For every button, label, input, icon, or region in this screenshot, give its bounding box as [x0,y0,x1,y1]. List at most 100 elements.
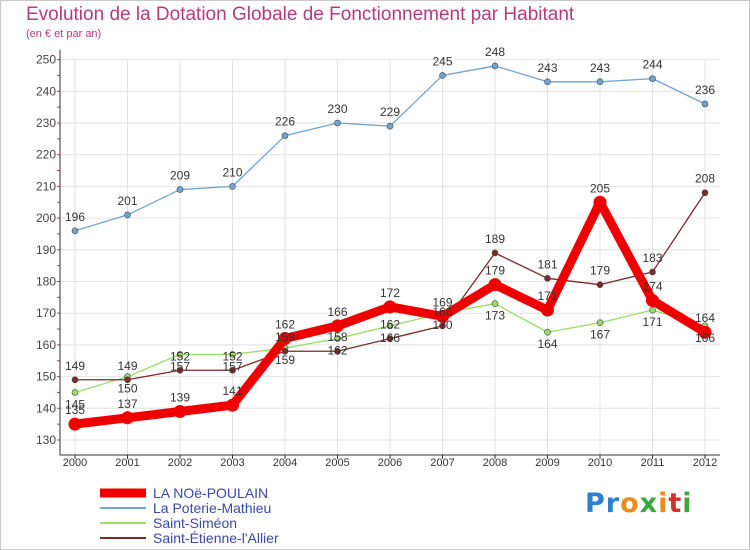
data-point [281,347,289,355]
y-tick-label: 210 [36,179,56,193]
data-point [386,322,394,330]
data-label: 208 [695,172,715,186]
x-tick-label: 2000 [63,457,87,469]
data-point [334,119,341,127]
data-label: 209 [170,169,190,183]
data-label: 196 [65,210,85,224]
data-label: 158 [327,330,347,344]
data-point [121,411,134,425]
data-label: 135 [65,403,85,417]
y-tick-label: 190 [36,243,56,257]
data-label: 226 [275,115,295,129]
data-point [124,211,131,219]
x-tick-label: 2010 [588,457,612,469]
data-point [176,351,184,358]
y-tick-label: 160 [36,338,56,352]
logo-letter: i [658,488,669,519]
data-label: 236 [695,83,715,97]
data-point [439,322,446,330]
data-point [173,404,187,418]
data-point [383,300,397,314]
data-point [649,306,656,314]
y-tick-label: 230 [36,116,56,130]
data-point [334,347,341,355]
data-point [124,376,131,384]
data-label: 166 [327,305,347,319]
data-label: 152 [222,349,242,363]
data-label: 149 [65,359,85,373]
data-point [649,75,656,82]
data-label: 181 [537,257,557,271]
data-label: 166 [380,331,400,345]
data-point [229,366,236,374]
logo-letter: x [639,488,659,519]
data-label: 171 [537,289,557,303]
data-point [491,300,499,307]
data-label: 166 [695,331,715,345]
data-label: 173 [485,309,505,323]
data-label: 171 [642,315,662,329]
x-tick-label: 2001 [115,457,139,469]
data-point [229,183,236,190]
x-tick-label: 2003 [220,457,244,469]
data-label: 243 [537,61,557,75]
data-label: 243 [590,61,610,75]
y-tick-label: 240 [36,84,56,98]
data-point [596,78,604,86]
data-point [649,268,656,276]
legend-label: LA NOë-POULAIN [153,485,268,501]
data-point [646,294,659,308]
data-label: 159 [275,353,295,367]
data-label: 164 [537,337,557,351]
data-point [71,389,79,396]
data-label: 179 [590,264,610,278]
x-tick-label: 2004 [273,457,297,469]
data-point [596,319,604,327]
logo-letter: o [620,488,640,519]
data-point [436,309,449,323]
data-label: 141 [222,384,242,398]
data-point [541,303,554,317]
data-point [334,335,341,342]
data-label: 145 [65,397,85,411]
data-label: 166 [432,305,452,319]
data-point [226,398,239,412]
data-label: 183 [642,251,662,265]
legend-label: La Poterie-Mathieu [153,500,271,516]
data-label: 230 [327,102,347,116]
x-tick-label: 2007 [430,457,454,469]
y-tick-label: 250 [36,53,56,67]
x-tick-label: 2005 [325,457,349,469]
data-label: 169 [432,295,452,309]
data-label: 158 [275,330,295,344]
data-label: 149 [117,359,137,373]
data-point [544,275,551,282]
data-label: 245 [432,54,452,68]
data-point [596,281,604,288]
data-point [544,78,551,86]
data-label: 172 [380,286,400,300]
data-label: 244 [642,58,662,72]
data-point [544,328,551,336]
data-point [491,62,499,70]
x-tick-label: 2008 [483,457,507,469]
data-label: 139 [170,390,190,404]
data-label: 174 [642,280,662,294]
data-label: 162 [327,344,347,358]
logo-letter: i [682,488,693,519]
data-point [386,335,394,342]
y-tick-label: 130 [36,433,56,447]
data-label: 157 [170,359,190,373]
data-point [386,122,394,130]
data-label: 189 [485,232,505,246]
data-label: 137 [117,397,137,411]
data-label: 229 [380,105,400,119]
proxiti-logo: Proxiti [585,488,693,519]
data-point [176,366,184,374]
logo-letter: r [605,488,621,519]
data-label: 170 [432,318,452,332]
data-point [488,278,502,292]
y-tick-label: 170 [36,306,56,320]
legend-label: Saint-Siméon [153,515,237,531]
y-tick-label: 140 [36,401,56,415]
